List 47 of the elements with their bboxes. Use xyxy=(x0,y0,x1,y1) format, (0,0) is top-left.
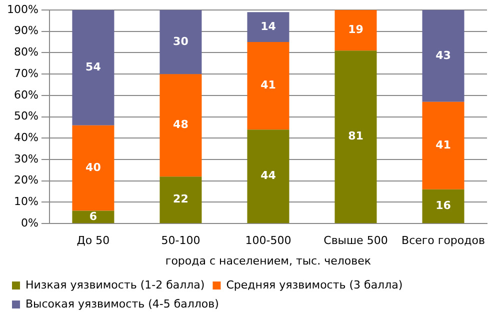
bar xyxy=(247,130,290,224)
x-tick-label: 100-500 xyxy=(245,234,292,248)
y-tick-label: 20% xyxy=(14,174,38,187)
data-label: 22 xyxy=(173,192,188,206)
bar xyxy=(422,189,464,224)
data-label: 43 xyxy=(436,48,451,62)
bar xyxy=(160,176,202,224)
data-label: 16 xyxy=(436,199,452,212)
data-label: 14 xyxy=(260,20,276,33)
bar xyxy=(160,74,202,177)
y-tick-label: 70% xyxy=(14,66,38,80)
x-tick-label: До 50 xyxy=(76,234,110,248)
bar xyxy=(422,10,464,102)
y-tick-label: 80% xyxy=(14,46,38,59)
y-tick-label: 10% xyxy=(14,195,38,208)
bar xyxy=(334,50,377,224)
bar xyxy=(422,102,464,190)
data-label: 30 xyxy=(173,34,189,48)
y-tick-label: 60% xyxy=(14,88,38,102)
legend-label: Низкая уязвимость (1-2 балла) xyxy=(26,278,205,292)
bar xyxy=(72,10,114,126)
bar xyxy=(160,10,202,74)
x-tick-label: Свыше 500 xyxy=(324,234,388,248)
data-label: 48 xyxy=(173,118,188,132)
x-tick-label: 50-100 xyxy=(161,234,200,248)
x-axis-title: города с населением, тыс. человек xyxy=(165,254,372,268)
data-label: 19 xyxy=(348,23,364,36)
data-label: 41 xyxy=(436,138,451,152)
legend-label: Высокая уязвимость (4-5 баллов) xyxy=(26,297,219,310)
data-label: 6 xyxy=(89,210,98,223)
data-label: 40 xyxy=(86,160,102,174)
y-tick-label: 30% xyxy=(14,152,38,166)
y-tick-label: 50% xyxy=(14,110,38,123)
bar xyxy=(72,125,114,211)
bar xyxy=(334,10,377,51)
bar xyxy=(247,42,290,130)
y-tick-label: 40% xyxy=(14,131,38,144)
data-label: 54 xyxy=(86,60,102,74)
data-label: 41 xyxy=(260,78,276,92)
y-tick-label: 90% xyxy=(14,24,38,38)
x-tick-label: Всего городов xyxy=(402,234,485,248)
y-tick-label: 100% xyxy=(6,2,38,16)
y-tick-label: 0% xyxy=(20,216,38,230)
data-label: 44 xyxy=(260,169,276,182)
legend-label: Средняя уязвимость (3 балла) xyxy=(226,278,403,292)
data-label: 81 xyxy=(348,130,364,143)
bar xyxy=(247,12,290,42)
